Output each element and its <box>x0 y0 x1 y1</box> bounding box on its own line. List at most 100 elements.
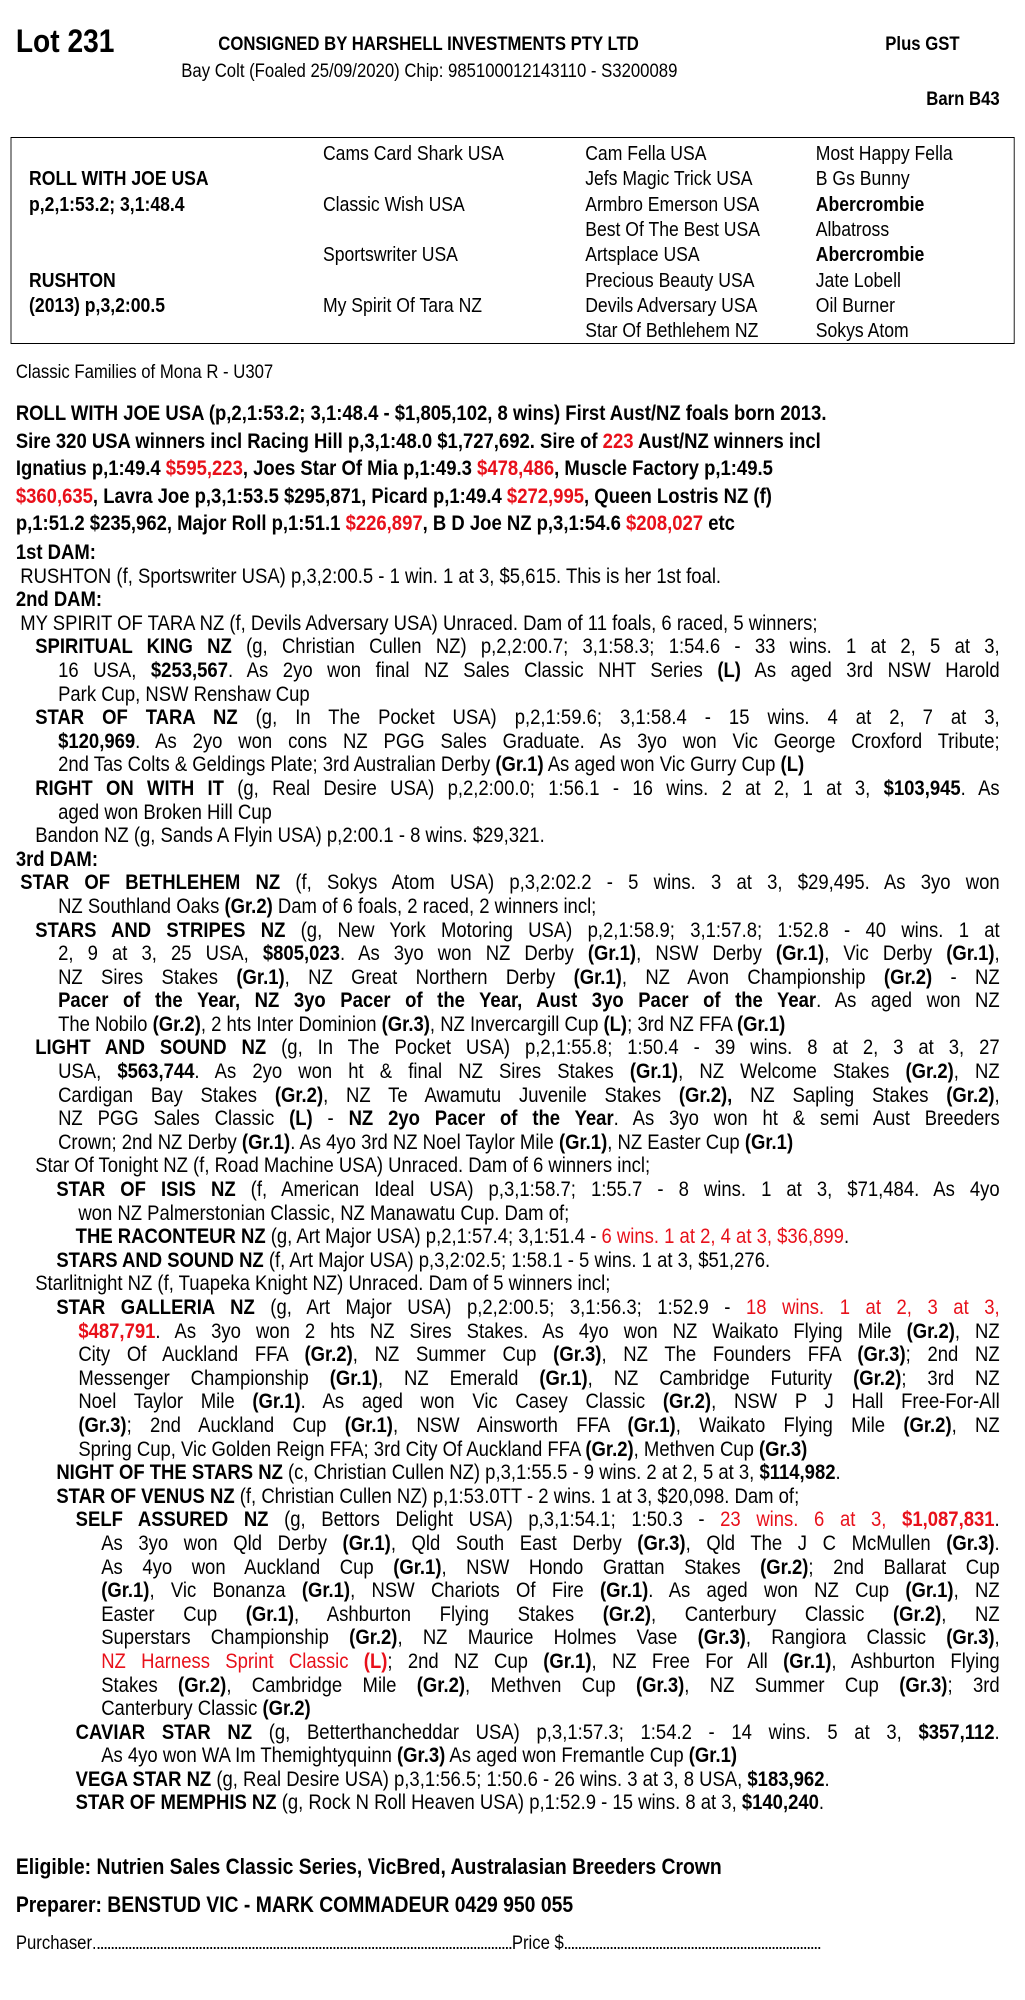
text-run: USA, <box>58 1060 118 1084</box>
purchaser-field <box>92 1933 511 1949</box>
text-run: . <box>843 1225 850 1249</box>
pedigree-entry: 3rd DAM: <box>0 848 1025 872</box>
text-run: As aged 3rd NSW Harold <box>740 658 1000 682</box>
text-run: MY SPIRIT OF TARA NZ (f, Devils Adversar… <box>20 611 818 635</box>
text-run: Starlitnight NZ (f, Tuapeka Knight NZ) U… <box>35 1272 611 1296</box>
pedigree-gen4: Oil Burner <box>815 294 895 317</box>
bold-text: (Gr.1) <box>393 1555 442 1579</box>
entry-line: Cardigan Bay Stakes (Gr.2), NZ Te Awamut… <box>58 1084 1000 1108</box>
text-run: (f, American Ideal USA) p,3,1:58.7; 1:55… <box>235 1178 1000 1202</box>
text-run: , 2 hts Inter Dominion <box>200 1012 382 1036</box>
text-run: , Vic Bonanza <box>149 1579 302 1603</box>
bold-text: STARS AND SOUND NZ <box>56 1248 264 1272</box>
text-run: Dam of 6 foals, 2 raced, 2 winners incl; <box>272 894 597 918</box>
entry-line: Messenger Championship (Gr.1), NZ Emeral… <box>78 1367 999 1391</box>
price-field <box>564 1933 820 1949</box>
pedigree-entry: 1st DAM: <box>0 541 1025 565</box>
pedigree-entry: STARS AND SOUND NZ (f, Art Major USA) p,… <box>0 1249 1025 1273</box>
text-run: ; 2nd Auckland Cup <box>126 1413 345 1437</box>
preparer: Preparer: BENSTUD VIC - MARK COMMADEUR 0… <box>15 1892 574 1917</box>
bold-text: STARS AND STRIPES NZ <box>35 918 286 942</box>
entry-line: The Nobilo (Gr.2), 2 hts Inter Dominion … <box>58 1013 1000 1037</box>
bold-text: 1st DAM: <box>15 541 96 564</box>
bold-text: (Gr.1) <box>342 1531 391 1555</box>
pedigree-gen3: Devils Adversary USA <box>585 294 758 317</box>
pedigree-gen4: Jate Lobell <box>815 269 901 292</box>
text-run: , NSW P J Hall Free-For-All <box>711 1390 1000 1414</box>
text-run: ; 3rd NZ <box>901 1366 1000 1390</box>
pedigree-entry: SPIRITUAL KING NZ (g, Christian Cullen N… <box>0 635 1025 706</box>
gst-note: Plus GST <box>885 34 960 55</box>
text-run: , <box>994 1083 1000 1107</box>
entry-line: STAR GALLERIA NZ (g, Art Major USA) p,2,… <box>56 1296 999 1320</box>
summary-line: Sire 320 USA winners incl Racing Hill p,… <box>16 428 827 456</box>
text-run: 2nd Tas Colts & Geldings Plate; 3rd Aust… <box>58 753 496 777</box>
text-run: , NZ <box>941 1602 1000 1626</box>
text-run: (g, Art Major USA) p,2,2:00.5; 3,1:56.3;… <box>254 1296 746 1319</box>
bold-text: (Gr.1) <box>599 1579 649 1603</box>
highlight-bold-text: $1,087,831 <box>902 1508 995 1532</box>
entry-line: CAVIAR STAR NZ (g, Betterthancheddar USA… <box>76 1721 1000 1745</box>
bold-text: THE RACONTEUR NZ <box>75 1225 266 1249</box>
text-run: . As aged won NZ <box>816 989 1000 1013</box>
entry-line: Crown; 2nd NZ Derby (Gr.1). As 4yo 3rd N… <box>58 1131 1000 1155</box>
entry-line: $120,969. As 2yo won cons NZ PGG Sales G… <box>58 730 1000 754</box>
entry-line: Spring Cup, Vic Golden Reign FFA; 3rd Ci… <box>78 1438 999 1462</box>
text-run: , <box>994 942 1000 966</box>
text-run: Stakes <box>101 1673 179 1697</box>
text-run: won NZ Palmerstonian Classic, NZ Manawat… <box>78 1201 570 1225</box>
text-run: , NZ Free For All <box>591 1649 784 1673</box>
text-run: , Muscle Factory p,1:49.5 <box>554 457 773 480</box>
bold-text: (Gr.2) <box>905 1060 954 1084</box>
text-run: , Lavra Joe p,3,1:53.5 $295,871, Picard … <box>92 484 507 508</box>
entry-line: THE RACONTEUR NZ (g, Art Major USA) p,2,… <box>76 1225 1000 1249</box>
text-run: NZ PGG Sales Classic <box>58 1107 290 1131</box>
text-run: , NSW Ainsworth FFA <box>392 1413 628 1437</box>
pedigree-gen4: B Gs Bunny <box>815 168 910 191</box>
bold-text: (Gr.3) <box>553 1343 602 1367</box>
highlight-text: $478,486 <box>477 457 555 480</box>
horse-description: Bay Colt (Foaled 25/09/2020) Chip: 98510… <box>181 61 678 82</box>
highlight-bold-text: $487,791 <box>78 1319 156 1343</box>
highlight-text: $272,995 <box>506 484 585 508</box>
summary-line: $360,635, Lavra Joe p,3,1:53.5 $295,871,… <box>16 483 827 511</box>
text-run: . <box>818 1791 825 1815</box>
sire-summary: ROLL WITH JOE USA (p,2,1:53.2; 3,1:48.4 … <box>16 400 827 538</box>
entry-line: Easter Cup (Gr.1), Ashburton Flying Stak… <box>101 1603 999 1627</box>
dam-lines: 1st DAM: RUSHTON (f, Sportswriter USA) p,… <box>0 541 1025 1815</box>
entry-line: City Of Auckland FFA (Gr.2), NZ Summer C… <box>78 1343 999 1367</box>
text-run: , Joes Star Of Mia p,1:49.3 <box>242 457 478 480</box>
bold-text: (Gr.1) <box>543 1649 592 1673</box>
entry-line: (Gr.1), Vic Bonanza (Gr.1), NSW Chariots… <box>101 1579 999 1603</box>
text-run: , NZ Welcome Stakes <box>678 1060 906 1084</box>
bold-text: $357,112 <box>918 1720 995 1744</box>
eligibility: Eligible: Nutrien Sales Classic Series, … <box>15 1854 722 1879</box>
text-run: . <box>994 1531 1000 1555</box>
highlight-text: 23 wins. 6 at 3, <box>720 1508 903 1532</box>
entry-line: won NZ Palmerstonian Classic, NZ Manawat… <box>78 1202 999 1226</box>
text-run: Noel Taylor Mile <box>78 1390 253 1414</box>
entry-line: Stakes (Gr.2), Cambridge Mile (Gr.2), Me… <box>101 1674 999 1698</box>
text-run: (g, Christian Cullen NZ) p,2,2:00.7; 3,1… <box>231 635 1000 659</box>
text-run: , NSW Chariots Of Fire <box>350 1579 600 1603</box>
entry-line: Noel Taylor Mile (Gr.1). As aged won Vic… <box>78 1390 999 1414</box>
pedigree-entry: CAVIAR STAR NZ (g, Betterthancheddar USA… <box>0 1721 1025 1768</box>
bold-text: (Gr.1) <box>344 1413 393 1437</box>
entry-line: 2nd Tas Colts & Geldings Plate; 3rd Aust… <box>58 753 1000 777</box>
text-run: , Qld South East Derby <box>390 1531 638 1555</box>
bold-text: $140,240 <box>741 1791 819 1815</box>
entry-line: 3rd DAM: <box>16 848 1000 872</box>
text-run: (f, Sokys Atom USA) p,3,2:02.2 - 5 wins.… <box>280 871 1000 895</box>
text-run: , NZ Te Awamutu Juvenile Stakes <box>323 1083 679 1107</box>
text-run: 2, 9 at 3, 25 USA, <box>58 942 263 966</box>
text-run: (f, Christian Cullen NZ) p,1:53.0TT - 2 … <box>234 1484 800 1508</box>
text-run: As 3yo won Qld Derby <box>101 1531 343 1555</box>
bold-text: (Gr.2) <box>152 1012 201 1036</box>
text-run: . <box>994 1508 1000 1532</box>
highlight-text: $208,027 <box>625 512 704 535</box>
bold-text: (Gr.2) <box>416 1673 466 1697</box>
text-run: , NZ <box>953 1060 1000 1084</box>
bold-text: 2nd DAM: <box>15 588 103 612</box>
text-run: , NZ Summer Cup <box>684 1673 900 1697</box>
text-run: . <box>824 1767 830 1791</box>
